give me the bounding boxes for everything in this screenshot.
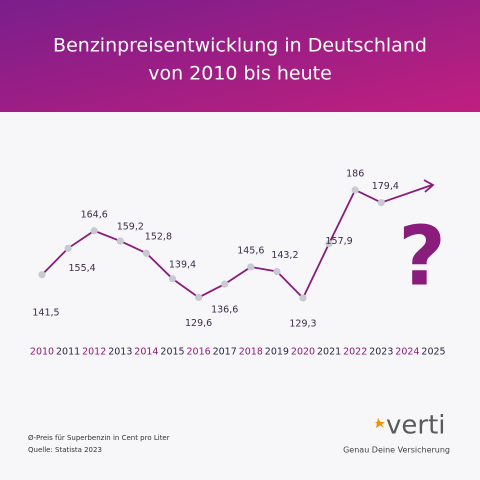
point [377,198,385,207]
x-tick-label: 2011 [56,347,80,358]
value-label: 136,6 [211,305,238,316]
point [116,237,124,245]
value-label: 179,4 [372,181,399,192]
title-line: Benzinpreisentwicklung in Deutschland [53,35,427,57]
title-line: von 2010 bis heute [148,63,332,85]
value-label: 141,5 [32,307,59,318]
point [273,267,281,276]
header [0,0,480,112]
value-label: 129,6 [185,318,212,329]
value-label: 155,4 [68,263,95,274]
x-tick-label: 2014 [134,347,158,358]
value-label: 143,2 [271,250,298,261]
point [221,280,229,288]
x-tick-label: 2010 [30,347,54,358]
x-tick-label: 2023 [369,347,393,358]
value-label: 186 [346,169,364,180]
arrow-head [423,179,435,193]
point [142,249,150,257]
brand-name: verti [386,411,446,441]
value-label: 157,9 [325,236,352,247]
value-label: 159,2 [117,222,144,233]
x-tick-label: 2017 [213,347,237,358]
x-tick-label: 2018 [239,347,263,358]
value-label: 129,3 [289,319,316,330]
annotation: ? [398,209,446,304]
brand-tagline: Genau Deine Versicherung [343,446,450,455]
point [299,294,307,302]
point [195,293,203,302]
value-label: 145,6 [237,245,264,256]
x-tick-label: 2016 [187,347,211,358]
x-tick-label: 2024 [395,347,419,358]
point [38,271,46,279]
logo-star [375,418,385,428]
x-tick-label: 2019 [265,347,289,358]
footnote: Ø-Preis für Superbenzin in Cent pro Lite… [28,434,170,442]
trend-arrow [381,184,433,204]
x-tick-label: 2020 [291,347,315,358]
line [41,188,382,300]
point [64,244,72,252]
x-tick-label: 2021 [317,347,341,358]
point [90,227,98,235]
point [247,263,255,271]
footnote: Quelle: Statista 2023 [28,446,102,454]
value-label: 139,4 [169,259,196,270]
x-tick-label: 2022 [343,347,367,358]
point [325,239,333,248]
x-tick-label: 2015 [160,347,184,358]
x-tick-label: 2013 [108,347,132,358]
value-label: 164,6 [81,209,108,220]
x-tick-label: 2025 [421,347,445,358]
x-tick-label: 2012 [82,347,106,358]
point [168,275,177,283]
value-label: 152,8 [145,232,172,243]
point [351,186,359,194]
